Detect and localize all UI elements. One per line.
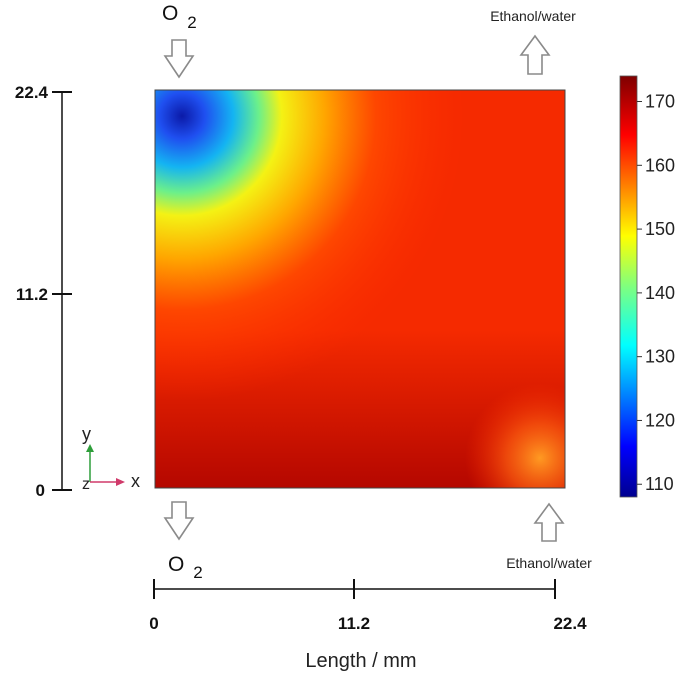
svg-text:O 2: O 2 — [162, 2, 197, 32]
y-tick-label: 11.2 — [16, 285, 48, 304]
up-arrow-icon — [519, 34, 551, 75]
svg-text:O 2: O 2 — [168, 553, 203, 582]
o2-top-subscript: 2 — [187, 13, 196, 32]
triad-x-arrowhead — [116, 478, 125, 486]
triad-y-label: y — [82, 424, 91, 444]
x-tick-label: 22.4 — [553, 614, 587, 633]
down-arrow-icon — [163, 501, 195, 541]
colorbar-tick-label: 170 — [645, 92, 675, 112]
colorbar-tick-label: 160 — [645, 155, 675, 175]
o2-bottom-annotation: O 2 — [163, 501, 203, 582]
y-tick-label: 22.4 — [15, 83, 49, 102]
colorbar-tick-label: 110 — [645, 474, 674, 494]
down-arrow-icon — [163, 39, 195, 79]
x-axis-title: Length / mm — [305, 650, 416, 672]
axis-triad: y z x — [82, 424, 140, 493]
colorbar-tick-label: 120 — [645, 410, 675, 430]
triad-z-label: z — [82, 476, 90, 493]
x-axis: 0 11.2 22.4 Length / mm — [149, 579, 587, 672]
o2-bottom-label: O — [168, 553, 184, 576]
heatmap-field — [155, 90, 565, 488]
triad-y-arrowhead — [86, 444, 94, 452]
heatmap-frame — [154, 89, 566, 489]
y-tick-label: 0 — [36, 481, 45, 500]
triad-x-label: x — [131, 471, 140, 491]
ethanol-top-label: Ethanol/water — [490, 8, 576, 24]
x-tick-label: 11.2 — [338, 614, 370, 633]
ethanol-bottom-label: Ethanol/water — [506, 555, 592, 571]
ethanol-bottom-annotation: Ethanol/water — [506, 502, 592, 571]
o2-top-label: O — [162, 2, 178, 25]
colorbar-gradient — [619, 75, 638, 498]
up-arrow-icon — [533, 502, 565, 542]
colorbar-tick-label: 130 — [645, 347, 675, 367]
o2-top-annotation: O 2 — [162, 2, 197, 79]
o2-bottom-subscript: 2 — [193, 563, 202, 582]
colorbar-tick-label: 140 — [645, 283, 675, 303]
colorbar-ticks: 110 120 130 140 150 160 170 — [637, 92, 675, 494]
x-tick-label: 0 — [149, 614, 158, 633]
y-axis: 22.4 11.2 0 — [15, 83, 72, 500]
colorbar-tick-label: 150 — [645, 219, 675, 239]
ethanol-top-annotation: Ethanol/water — [490, 8, 576, 75]
colorbar: 110 120 130 140 150 160 170 — [619, 75, 675, 498]
